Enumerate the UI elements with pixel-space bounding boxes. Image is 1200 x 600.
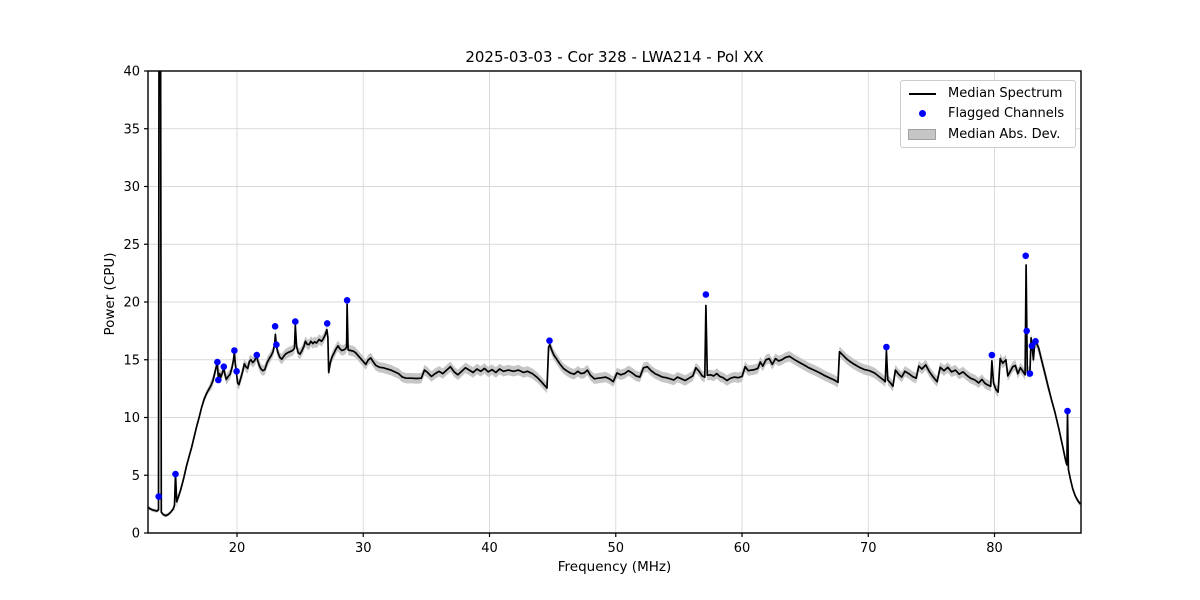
line-sample-icon bbox=[907, 92, 937, 95]
legend-label: Median Abs. Dev. bbox=[948, 126, 1061, 142]
flagged-channel-dot bbox=[155, 493, 162, 500]
y-tick-label: 30 bbox=[123, 180, 140, 195]
x-tick-label: 50 bbox=[607, 541, 624, 556]
axis-ticks: 20 30 40 50 60 70 80 0 5 10 15 20 25 30 35 40 bbox=[123, 65, 1002, 557]
dot-sample-icon bbox=[907, 110, 937, 118]
flagged-channel-dot bbox=[1026, 370, 1034, 377]
y-tick-label: 20 bbox=[123, 296, 140, 311]
x-tick-label: 20 bbox=[229, 541, 246, 556]
x-tick-label: 80 bbox=[986, 541, 1003, 556]
legend: Median Spectrum Flagged Channels Median Ab… bbox=[900, 80, 1076, 148]
legend-item-line: Median Spectrum bbox=[907, 85, 1069, 102]
legend-label: Median Spectrum bbox=[948, 86, 1063, 102]
flagged-channel-dot bbox=[273, 341, 280, 349]
flagged-channels bbox=[155, 252, 1071, 500]
y-tick-label: 25 bbox=[123, 238, 140, 253]
y-tick-label: 5 bbox=[132, 469, 140, 484]
flagged-channel-dot bbox=[702, 291, 710, 298]
flagged-channel-dot bbox=[1028, 342, 1036, 350]
flagged-channel-dot bbox=[1022, 252, 1029, 260]
median-spectrum-line bbox=[148, 71, 1081, 517]
flagged-channel-dot bbox=[1032, 338, 1039, 345]
flagged-channel-dot bbox=[1023, 327, 1030, 335]
x-tick-label: 30 bbox=[355, 541, 372, 556]
patch-sample-icon bbox=[907, 128, 937, 140]
y-tick-label: 10 bbox=[123, 411, 140, 426]
flagged-channel-dot bbox=[883, 343, 890, 351]
flagged-channel-dot bbox=[233, 368, 240, 375]
x-tick-label: 60 bbox=[734, 541, 751, 556]
flagged-channel-dot bbox=[253, 351, 261, 359]
x-tick-label: 70 bbox=[860, 541, 877, 556]
legend-item-patch: Median Abs. Dev. bbox=[907, 126, 1069, 143]
y-tick-label: 40 bbox=[123, 65, 140, 80]
legend-item-dot: Flagged Channels bbox=[907, 105, 1069, 122]
plot-title: 2025-03-03 - Cor 328 - LWA214 - Pol XX bbox=[465, 48, 764, 66]
flagged-channel-dot bbox=[292, 318, 299, 325]
flagged-channel-dot bbox=[343, 297, 351, 304]
y-tick-label: 15 bbox=[123, 353, 140, 368]
flagged-channel-dot bbox=[271, 323, 279, 330]
y-axis-label: Power (CPU) bbox=[102, 252, 118, 336]
flagged-channel-dot bbox=[231, 347, 238, 354]
flagged-channel-dot bbox=[323, 320, 331, 327]
flagged-channel-dot bbox=[214, 358, 221, 366]
flagged-channel-dot bbox=[215, 376, 222, 384]
y-tick-label: 0 bbox=[132, 527, 140, 542]
x-tick-label: 40 bbox=[481, 541, 498, 556]
flagged-channel-dot bbox=[220, 363, 228, 371]
gridlines bbox=[148, 70, 1081, 534]
flagged-channel-dot bbox=[1064, 407, 1071, 415]
y-tick-label: 35 bbox=[123, 122, 140, 137]
flagged-channel-dot bbox=[988, 351, 996, 359]
flagged-channel-dot bbox=[172, 470, 179, 478]
legend-label: Flagged Channels bbox=[948, 106, 1065, 122]
x-axis-label: Frequency (MHz) bbox=[557, 559, 672, 575]
flagged-channel-dot bbox=[546, 337, 553, 345]
